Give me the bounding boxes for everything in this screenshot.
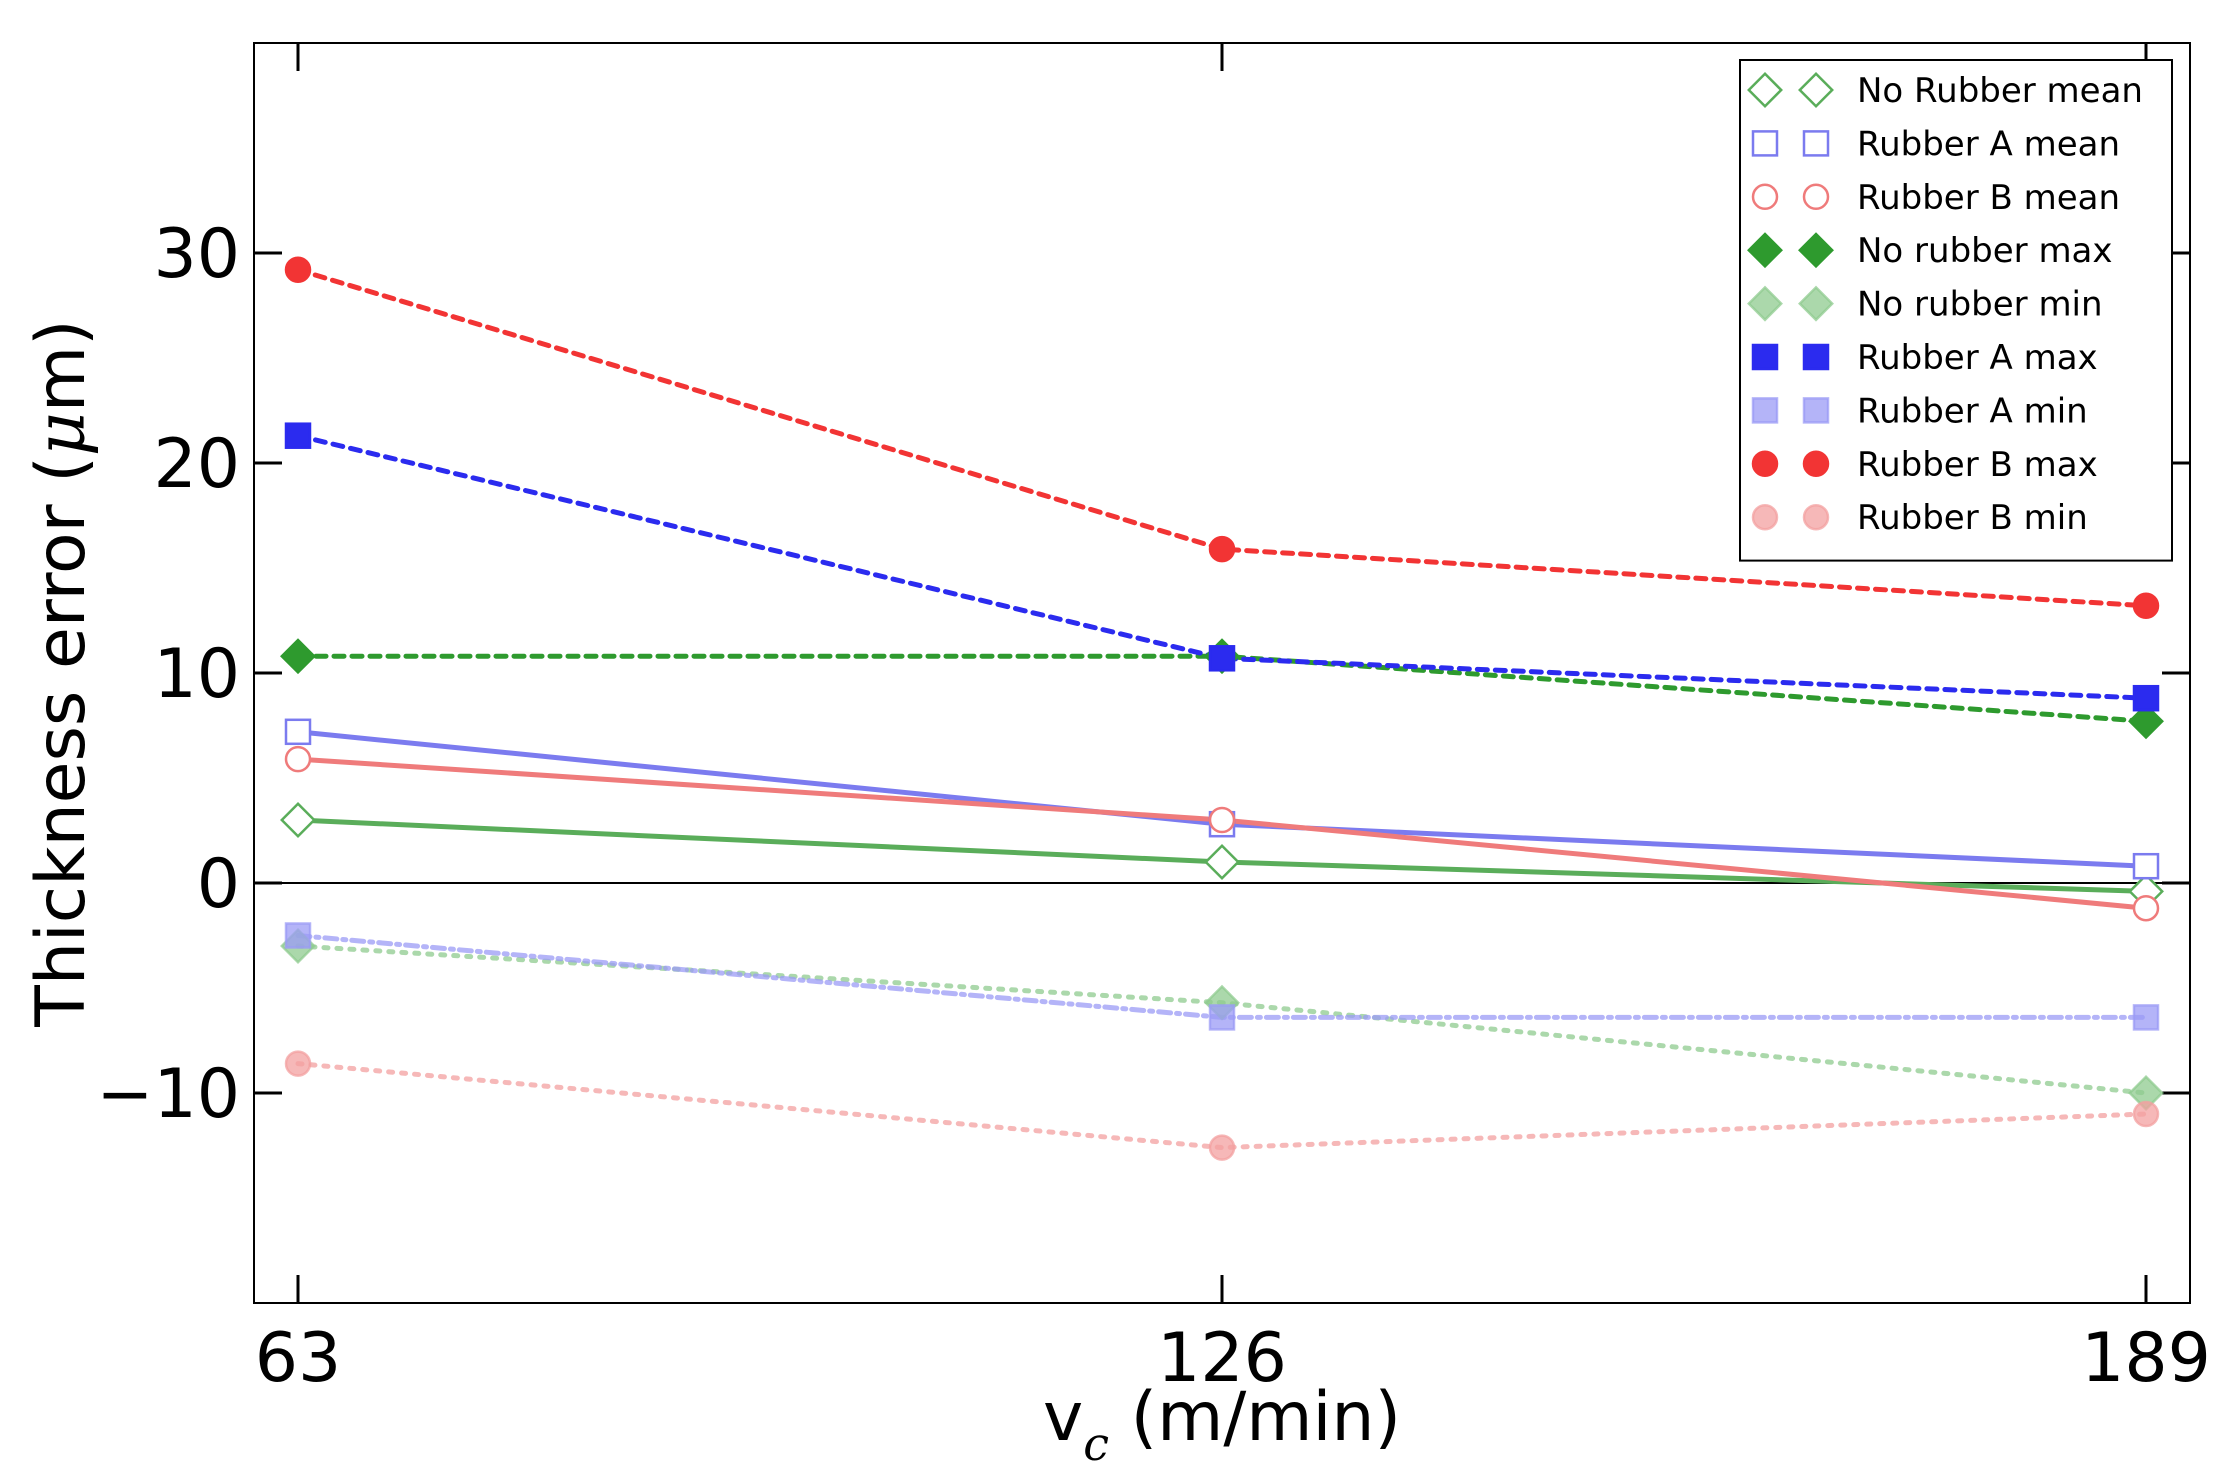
y-tick-label: 30 <box>153 215 240 294</box>
legend-marker-rubber-b-max <box>1751 450 1779 478</box>
legend-marker-no-rubber-mean <box>1747 72 1783 108</box>
legend-label-rubber-b-min: Rubber B min <box>1857 498 2088 538</box>
legend-label-rubber-a-max: Rubber A max <box>1857 338 2098 378</box>
point-rubber-a-mean <box>2132 852 2160 880</box>
point-rubber-b-mean <box>2132 894 2160 922</box>
legend-label-rubber-a-mean: Rubber A mean <box>1857 124 2120 164</box>
legend: No Rubber mean Rubber A mean Rubber B mean… <box>1739 59 2173 562</box>
point-no-rubber-mean <box>1204 844 1240 880</box>
y-axis-label-main: Thickness error ( <box>22 456 101 1027</box>
x-tick-label: 63 <box>255 1319 342 1398</box>
legend-marker-rubber-b-min <box>1802 503 1830 531</box>
point-rubber-a-min <box>1208 1004 1236 1031</box>
legend-label-no-rubber-mean: No Rubber mean <box>1857 71 2143 111</box>
legend-marker-rubber-a-max <box>1802 343 1830 371</box>
legend-marker-no-rubber-min <box>1798 285 1834 322</box>
y-tick-label: 10 <box>153 635 240 714</box>
y-axis-label: Thickness error (μm) <box>22 319 101 1027</box>
point-rubber-b-mean <box>1208 806 1236 834</box>
point-rubber-a-max <box>1208 645 1236 672</box>
point-rubber-b-max <box>2132 592 2160 620</box>
legend-label-rubber-b-mean: Rubber B mean <box>1857 178 2120 218</box>
point-rubber-a-max <box>2132 684 2160 712</box>
point-no-rubber-max <box>280 638 316 675</box>
y-axis-label-greek: μ <box>22 412 101 456</box>
legend-marker-rubber-a-min <box>1751 397 1779 424</box>
point-rubber-a-max <box>284 422 312 449</box>
point-rubber-a-min <box>284 922 312 949</box>
legend-label-rubber-b-max: Rubber B max <box>1857 445 2098 485</box>
legend-marker-rubber-a-mean <box>1802 130 1830 157</box>
legend-marker-rubber-b-min <box>1751 503 1779 531</box>
y-tick-label: 20 <box>153 425 240 504</box>
x-axis-label-subscript: c <box>1083 1417 1109 1471</box>
point-no-rubber-max <box>2128 703 2164 740</box>
x-tick-label: 189 <box>2081 1319 2211 1398</box>
y-tick-label: −10 <box>96 1055 240 1134</box>
legend-marker-rubber-b-mean <box>1802 183 1830 211</box>
legend-marker-no-rubber-min <box>1747 285 1783 322</box>
point-rubber-a-min <box>2132 1004 2160 1031</box>
point-rubber-b-mean <box>284 745 312 773</box>
y-axis-label-unit: m) <box>22 319 101 412</box>
y-tick-label: 0 <box>197 845 240 924</box>
legend-label-no-rubber-max: No rubber max <box>1857 231 2113 271</box>
legend-label-rubber-a-min: Rubber A min <box>1857 391 2088 431</box>
point-rubber-b-max <box>284 256 312 284</box>
x-axis-label-main: v <box>1043 1378 1083 1457</box>
series-line-rubber-a-max <box>295 433 2149 701</box>
legend-marker-rubber-a-max <box>1751 343 1779 371</box>
legend-marker-rubber-b-max <box>1802 450 1830 478</box>
point-rubber-a-mean <box>284 718 312 746</box>
x-tick-label: 126 <box>1157 1319 1287 1398</box>
point-no-rubber-mean <box>280 802 316 838</box>
x-axis-label: vc (m/min) <box>1043 1378 1401 1471</box>
point-rubber-b-max <box>1208 535 1236 563</box>
legend-marker-rubber-a-mean <box>1751 130 1779 157</box>
legend-marker-no-rubber-mean <box>1798 72 1834 108</box>
legend-label-no-rubber-min: No rubber min <box>1857 285 2103 325</box>
point-rubber-b-min <box>1208 1134 1236 1161</box>
x-axis-label-unit: (m/min) <box>1109 1378 1401 1457</box>
plot-frame <box>253 42 2191 1304</box>
point-rubber-b-min <box>2132 1100 2160 1128</box>
legend-marker-no-rubber-max <box>1798 232 1834 269</box>
legend-marker-rubber-b-mean <box>1751 183 1779 211</box>
legend-marker-no-rubber-max <box>1747 232 1783 269</box>
legend-marker-rubber-a-min <box>1802 397 1830 424</box>
point-rubber-b-min <box>284 1050 312 1077</box>
